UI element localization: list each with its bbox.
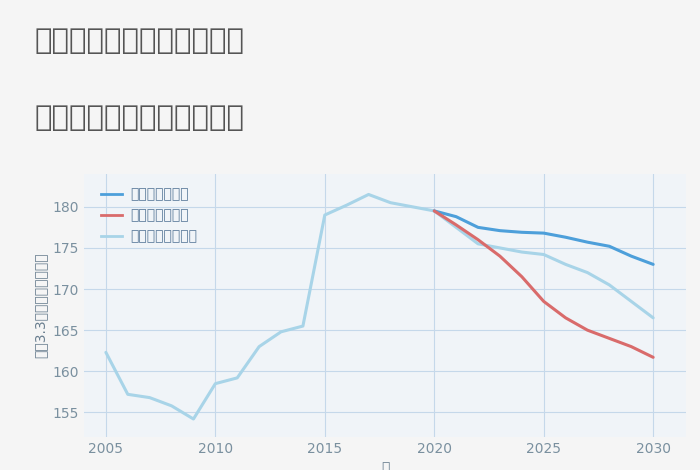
ノーマルシナリオ [102, 350, 110, 355]
ノーマルシナリオ [276, 329, 285, 335]
ノーマルシナリオ [496, 245, 504, 251]
バッドシナリオ [430, 208, 438, 214]
Text: 兵庫県西宮市名塩東久保の: 兵庫県西宮市名塩東久保の [35, 27, 245, 55]
Line: グッドシナリオ: グッドシナリオ [434, 211, 653, 264]
ノーマルシナリオ [540, 252, 548, 258]
ノーマルシナリオ [386, 200, 395, 205]
グッドシナリオ [430, 208, 438, 214]
Y-axis label: 坪（3.3㎡）単価（万円）: 坪（3.3㎡）単価（万円） [33, 253, 47, 358]
ノーマルシナリオ [430, 208, 438, 214]
ノーマルシナリオ [233, 375, 242, 381]
グッドシナリオ [606, 243, 614, 249]
バッドシナリオ [517, 274, 526, 280]
Line: バッドシナリオ: バッドシナリオ [434, 211, 653, 357]
ノーマルシナリオ [649, 315, 657, 321]
バッドシナリオ [561, 315, 570, 321]
グッドシナリオ [474, 225, 482, 230]
バッドシナリオ [627, 344, 636, 350]
ノーマルシナリオ [211, 381, 220, 386]
バッドシナリオ [452, 222, 461, 227]
グッドシナリオ [452, 214, 461, 219]
バッドシナリオ [496, 253, 504, 259]
バッドシナリオ [540, 298, 548, 304]
ノーマルシナリオ [124, 392, 132, 397]
ノーマルシナリオ [167, 403, 176, 408]
ノーマルシナリオ [255, 344, 263, 350]
ノーマルシナリオ [365, 192, 373, 197]
ノーマルシナリオ [561, 261, 570, 267]
ノーマルシナリオ [583, 270, 592, 275]
バッドシナリオ [474, 237, 482, 243]
バッドシナリオ [649, 354, 657, 360]
ノーマルシナリオ [517, 249, 526, 255]
Legend: グッドシナリオ, バッドシナリオ, ノーマルシナリオ: グッドシナリオ, バッドシナリオ, ノーマルシナリオ [97, 183, 202, 248]
ノーマルシナリオ [627, 298, 636, 304]
グッドシナリオ [627, 253, 636, 259]
ノーマルシナリオ [321, 212, 329, 218]
ノーマルシナリオ [408, 204, 416, 210]
Line: ノーマルシナリオ: ノーマルシナリオ [106, 195, 653, 419]
ノーマルシナリオ [606, 282, 614, 288]
ノーマルシナリオ [452, 225, 461, 230]
X-axis label: 年: 年 [381, 462, 389, 470]
ノーマルシナリオ [146, 395, 154, 400]
ノーマルシナリオ [474, 241, 482, 247]
グッドシナリオ [540, 230, 548, 236]
バッドシナリオ [583, 327, 592, 333]
グッドシナリオ [649, 261, 657, 267]
ノーマルシナリオ [299, 323, 307, 329]
ノーマルシナリオ [189, 416, 197, 422]
グッドシナリオ [517, 229, 526, 235]
ノーマルシナリオ [342, 202, 351, 208]
グッドシナリオ [561, 235, 570, 240]
バッドシナリオ [606, 336, 614, 341]
グッドシナリオ [583, 239, 592, 245]
Text: 中古マンションの価格推移: 中古マンションの価格推移 [35, 103, 245, 132]
グッドシナリオ [496, 228, 504, 234]
